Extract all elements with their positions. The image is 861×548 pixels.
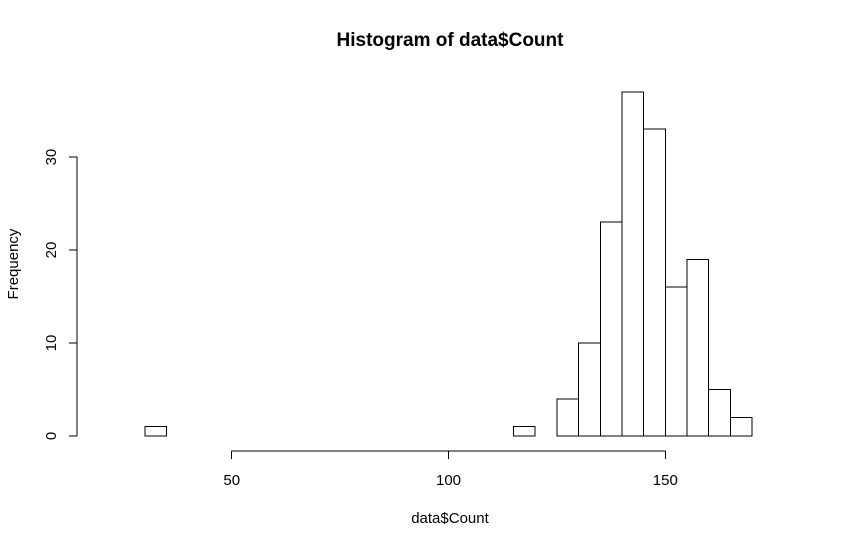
histogram-bar: [643, 128, 666, 437]
x-tick-label: 150: [653, 472, 678, 489]
histogram-bar: [729, 416, 753, 437]
x-axis: 50 100 150: [223, 450, 678, 489]
histogram-bar: [578, 342, 601, 437]
histogram-bar: [556, 398, 580, 437]
histogram-bar: [621, 91, 645, 437]
histogram-bar: [664, 286, 688, 437]
chart-title: Histogram of data$Count: [337, 30, 565, 51]
x-tick-label: 50: [223, 472, 240, 489]
y-tick-label: 30: [43, 149, 60, 166]
histogram-bar: [513, 426, 536, 437]
y-tick-label: 20: [43, 242, 60, 259]
histogram-bar: [686, 258, 710, 437]
x-axis-label: data$Count: [411, 510, 489, 527]
y-axis: 0 10 20 30: [43, 149, 78, 440]
histogram-bar: [599, 221, 623, 437]
y-tick-label: 10: [43, 335, 60, 352]
histogram-bars: [144, 91, 753, 437]
histogram-bar: [144, 426, 168, 437]
histogram-bar: [708, 389, 731, 437]
y-axis-label: Frequency: [5, 228, 22, 299]
x-tick-label: 100: [436, 472, 461, 489]
y-tick-label: 0: [43, 432, 60, 440]
